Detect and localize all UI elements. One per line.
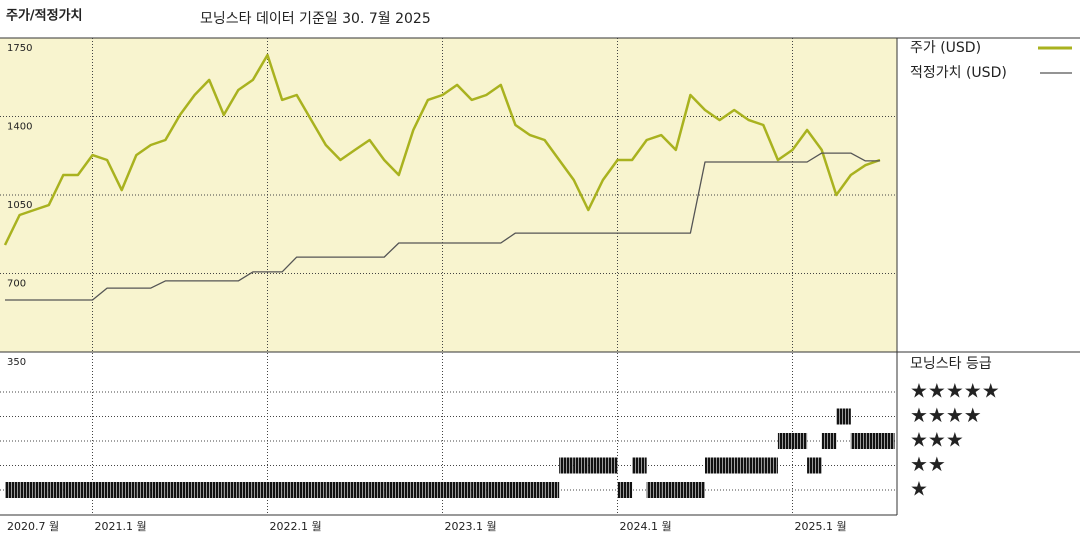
rating-bar xyxy=(107,482,122,498)
rating-bar xyxy=(121,482,137,498)
frame xyxy=(0,37,1080,516)
y-tick-label: 350 xyxy=(7,357,26,368)
rating-bar xyxy=(836,408,851,425)
rating-bar xyxy=(180,482,195,498)
grid: 350 700 1050 1400 1750 2020.7 월 2021.1 월 2022.1… xyxy=(0,38,1072,533)
rating-bar xyxy=(632,457,647,474)
rating-bar xyxy=(223,482,239,498)
rating-bar xyxy=(5,482,20,498)
rating-bar xyxy=(559,457,574,474)
rating-bar xyxy=(807,457,822,474)
rating-bar xyxy=(282,482,297,498)
x-tick-label: 2025.1 월 xyxy=(795,520,847,533)
rating-bar xyxy=(486,482,501,498)
x-tick-label: 2024.1 월 xyxy=(620,520,672,533)
rating-bar xyxy=(850,433,866,449)
rating-label: ★★★ xyxy=(910,428,964,452)
rating-bar xyxy=(865,433,880,449)
x-tick-label: 2020.7 월 xyxy=(7,520,59,533)
rating-bar xyxy=(515,482,530,498)
rating-label: ★★ xyxy=(910,452,946,476)
rating-bar xyxy=(500,482,516,498)
rating-bar xyxy=(763,457,778,474)
rating-bar xyxy=(355,482,370,498)
y-tick-label: 1750 xyxy=(7,43,32,54)
rating-bar xyxy=(34,482,49,498)
rating-bar xyxy=(675,482,691,498)
rating-bar xyxy=(544,482,560,498)
rating-bar xyxy=(413,482,428,498)
chart-subtitle: 모닝스타 데이터 기준일 30. 7월 2025 xyxy=(200,11,431,27)
rating-bar xyxy=(777,433,793,449)
rating-bar xyxy=(238,482,253,498)
ratings-title: 모닝스타 등급 xyxy=(910,356,992,372)
rating-bar xyxy=(48,482,64,498)
rating-bar xyxy=(194,482,210,498)
rating-bar xyxy=(880,433,895,449)
rating-bar xyxy=(471,482,487,498)
rating-bar xyxy=(719,457,735,474)
legend-label: 주가 (USD) xyxy=(910,40,981,56)
rating-bar xyxy=(384,482,399,498)
rating-bar xyxy=(573,457,589,474)
rating-bar xyxy=(150,482,166,498)
rating-bar xyxy=(267,482,283,498)
x-tick-label: 2021.1 월 xyxy=(95,520,147,533)
rating-bar xyxy=(165,482,180,498)
rating-bar xyxy=(690,482,705,498)
rating-bar xyxy=(340,482,355,498)
rating-bar xyxy=(92,482,108,498)
x-tick-label: 2023.1 월 xyxy=(445,520,497,533)
rating-bar xyxy=(661,482,676,498)
rating-bar xyxy=(296,482,312,498)
x-tick-label: 2022.1 월 xyxy=(270,520,322,533)
rating-bar xyxy=(734,457,749,474)
rating-bar xyxy=(530,482,545,498)
y-tick-label: 1050 xyxy=(7,200,32,211)
rating-bar xyxy=(748,457,764,474)
rating-bar xyxy=(77,482,93,498)
rating-bar xyxy=(602,457,618,474)
series-line xyxy=(3,53,881,246)
rating-bar xyxy=(63,482,78,498)
rating-bar xyxy=(369,482,385,498)
rating-label: ★★★★★ xyxy=(910,379,1000,403)
rating-bar xyxy=(646,482,662,498)
rating-bar xyxy=(325,482,341,498)
marks xyxy=(3,53,895,498)
rating-bar xyxy=(427,482,443,498)
rating-bar xyxy=(311,482,326,498)
rating-bar xyxy=(398,482,414,498)
chart-title: 주가/적정가치 xyxy=(6,8,83,24)
rating-bar xyxy=(209,482,224,498)
rating-bar xyxy=(821,433,837,449)
rating-bar xyxy=(136,482,151,498)
rating-bar xyxy=(442,482,458,498)
rating-bar xyxy=(617,482,633,498)
rating-bar xyxy=(457,482,472,498)
rating-bar xyxy=(792,433,808,449)
rating-label: ★★★★ xyxy=(910,403,982,427)
legend-label: 적정가치 (USD) xyxy=(910,65,1007,81)
series-line xyxy=(5,152,880,301)
rating-label: ★ xyxy=(910,477,928,501)
rating-bar xyxy=(252,482,268,498)
rating-bar xyxy=(588,457,603,474)
rating-bar xyxy=(705,457,720,474)
y-tick-label: 700 xyxy=(7,279,26,290)
rating-bar xyxy=(19,482,35,498)
y-tick-label: 1400 xyxy=(7,122,32,133)
